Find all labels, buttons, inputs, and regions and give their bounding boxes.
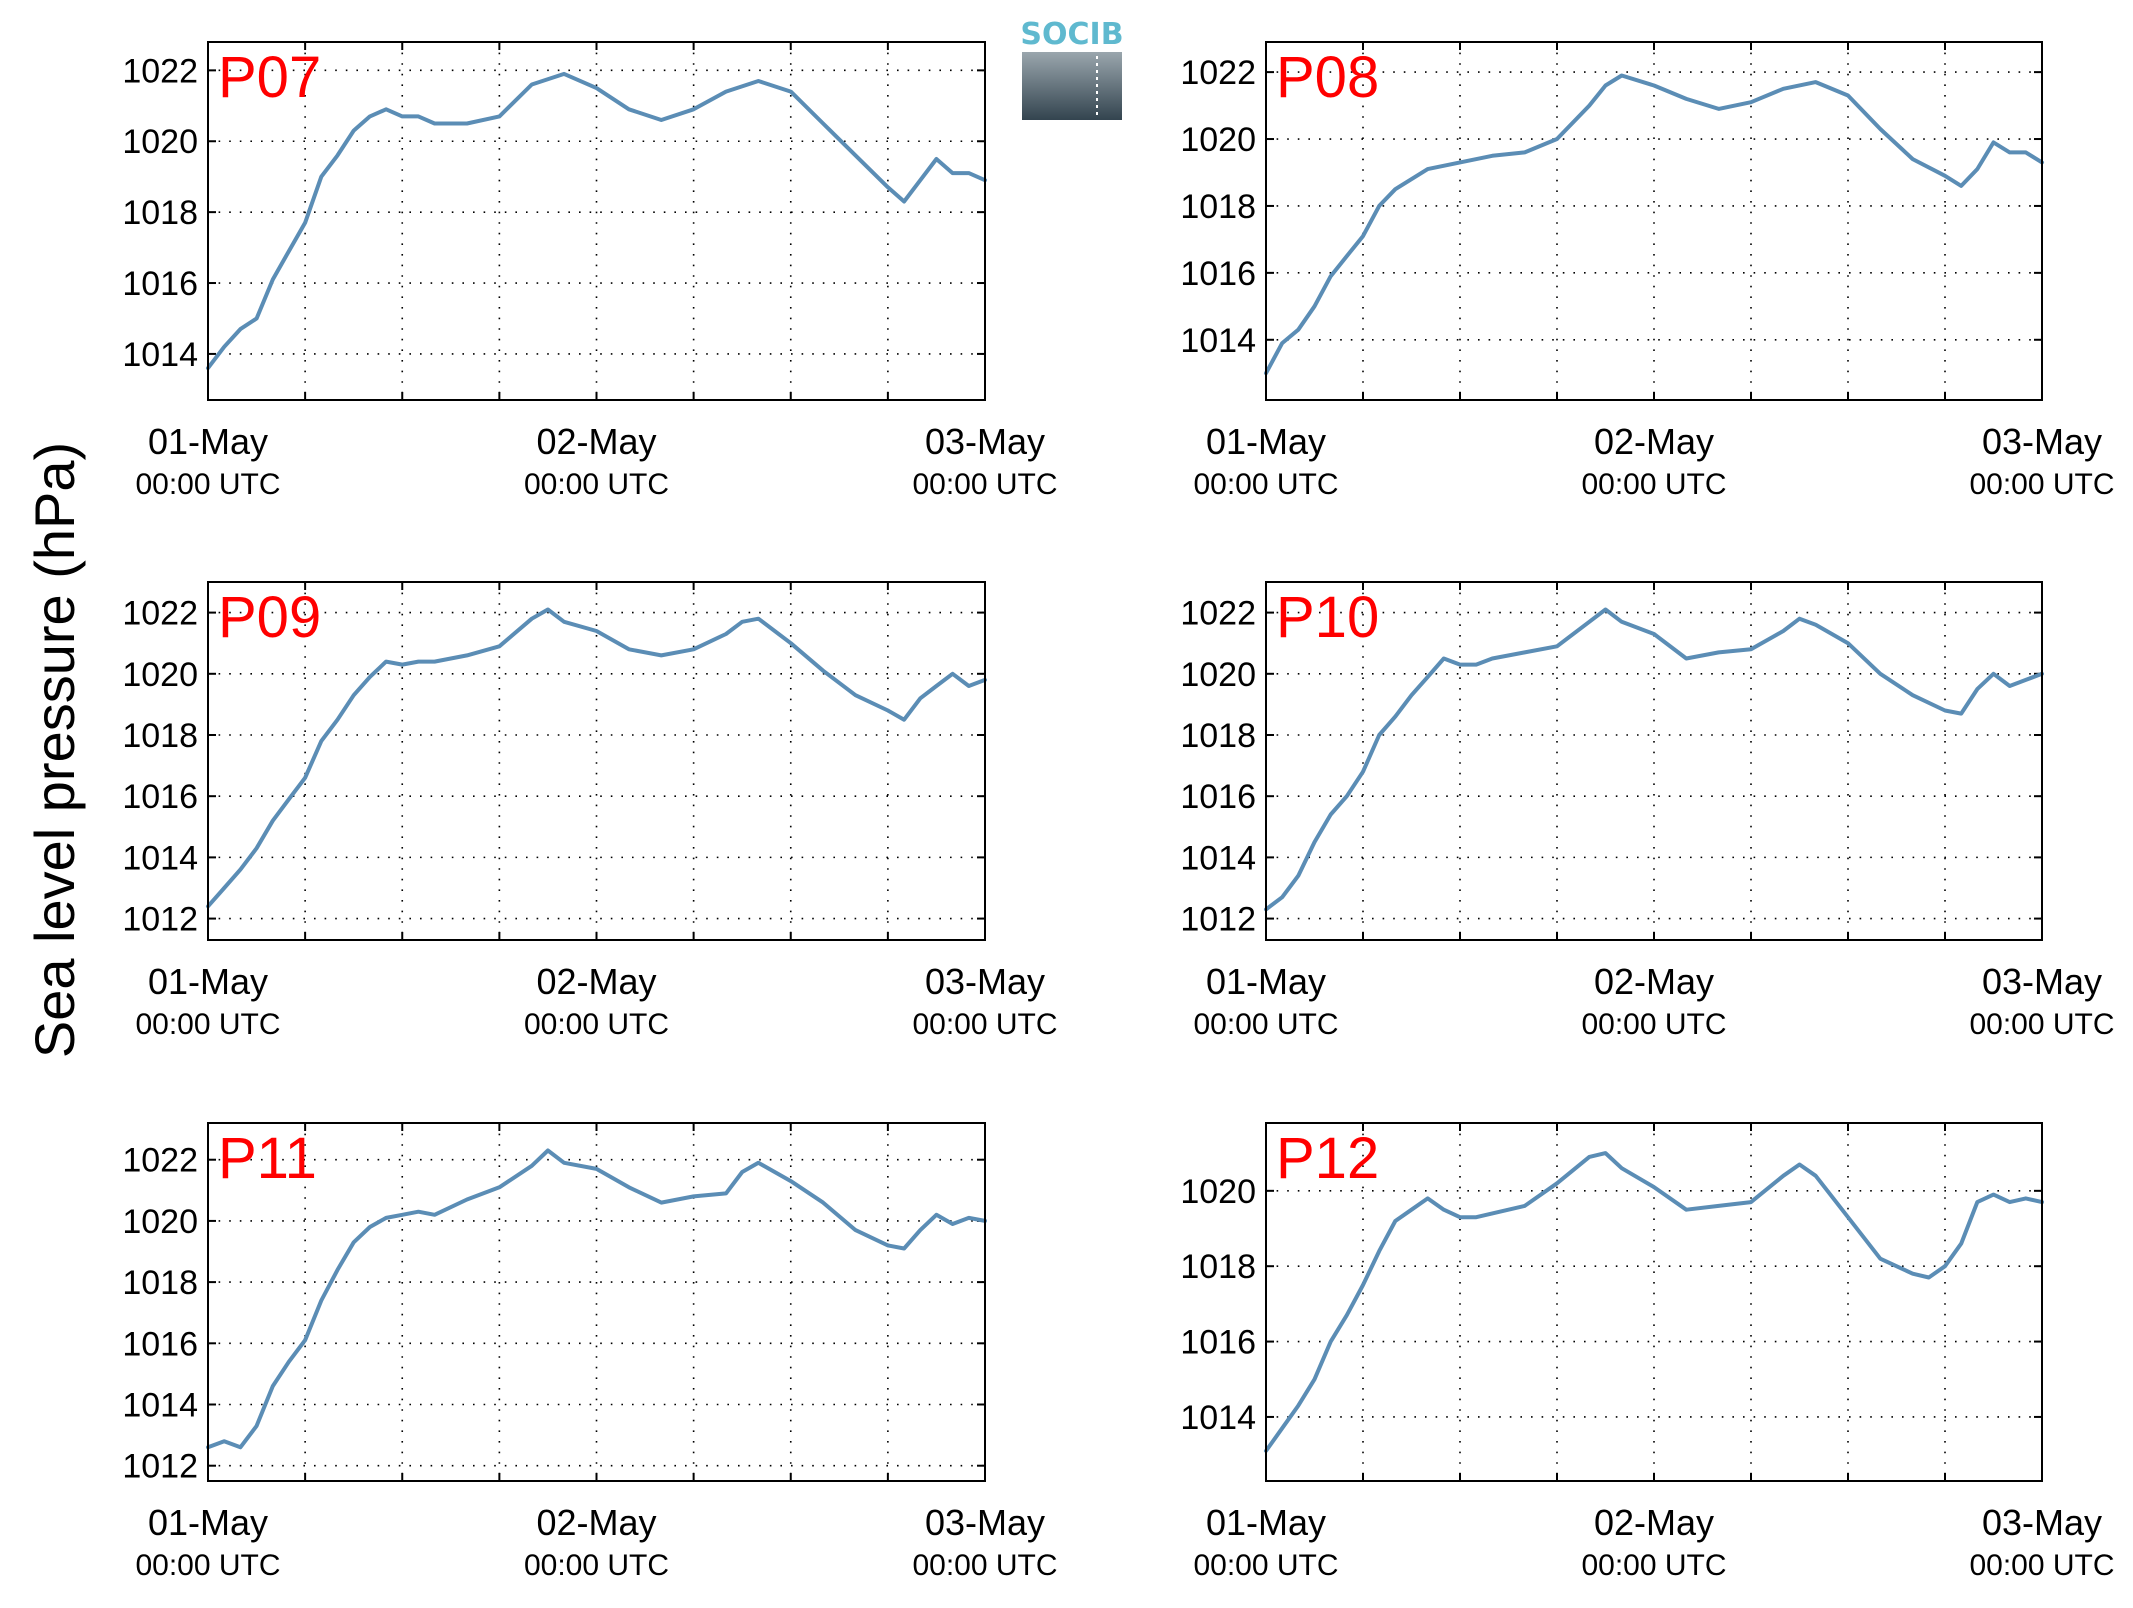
plot-frame: [1265, 581, 2043, 941]
y-tick-label: 1018: [1180, 717, 1256, 755]
x-tick-label-time: 00:00 UTC: [524, 1549, 669, 1582]
y-tick-label: 1018: [122, 1264, 198, 1302]
y-tick-label: 1014: [1180, 1399, 1256, 1437]
x-tick-label-date: 01-May: [1206, 421, 1326, 462]
y-tick-label: 1018: [122, 194, 198, 232]
x-tick-label-date: 01-May: [1206, 961, 1326, 1002]
y-tick-label: 1022: [122, 1142, 198, 1180]
panel-p08: 1014 1016 1018 1020 1022 01-May 00:00 UTC 02-Ma…: [1180, 41, 2115, 501]
x-tick-label-date: 03-May: [1982, 1502, 2102, 1543]
y-tick-label: 1014: [122, 839, 198, 877]
x-tick-label-time: 00:00 UTC: [1581, 1008, 1726, 1041]
x-tick-label-date: 03-May: [1982, 421, 2102, 462]
y-tick-label: 1016: [122, 1325, 198, 1363]
x-tick-label-time: 00:00 UTC: [135, 1008, 280, 1041]
x-tick-label-date: 02-May: [536, 1502, 656, 1543]
panel-label: P08: [1276, 45, 1379, 110]
x-tick-label-time: 00:00 UTC: [912, 1008, 1057, 1041]
y-tick-label: 1018: [1180, 1248, 1256, 1286]
y-tick-label: 1016: [1180, 1324, 1256, 1362]
y-tick-label: 1012: [1180, 901, 1256, 939]
y-tick-label: 1014: [1180, 839, 1256, 877]
series-line: [206, 1148, 987, 1450]
x-tick-label-date: 03-May: [925, 421, 1045, 462]
x-tick-label-time: 00:00 UTC: [912, 1549, 1057, 1582]
plot-frame: [207, 41, 986, 401]
x-tick-label-time: 00:00 UTC: [524, 1008, 669, 1041]
y-tick-label: 1016: [1180, 255, 1256, 293]
x-tick-label-date: 02-May: [536, 421, 656, 462]
x-tick-label-date: 01-May: [1206, 1502, 1326, 1543]
x-tick-label-date: 01-May: [148, 961, 268, 1002]
x-tick-label-date: 02-May: [1594, 1502, 1714, 1543]
y-tick-label: 1014: [122, 336, 198, 374]
plot-frame: [1265, 1122, 2043, 1482]
panel-label: P07: [218, 45, 321, 110]
series-line: [1264, 607, 2044, 912]
x-tick-label-time: 00:00 UTC: [1193, 468, 1338, 501]
x-tick-label-time: 00:00 UTC: [912, 468, 1057, 501]
y-tick-label: 1016: [1180, 778, 1256, 816]
y-tick-label: 1012: [122, 1448, 198, 1486]
series-line: [1264, 73, 2044, 376]
plot-frame: [207, 581, 986, 941]
y-tick-label: 1020: [122, 123, 198, 161]
y-tick-label: 1020: [122, 656, 198, 694]
panel-p11: 1012 1014 1016 1018 1020 1022 01-May 00:00 UTC 0…: [122, 1122, 1058, 1582]
panel-p12: 1014 1016 1018 1020 01-May 00:00 UTC 02-May 00:…: [1180, 1122, 2115, 1582]
y-tick-label: 1020: [1180, 121, 1256, 159]
y-tick-label: 1016: [122, 778, 198, 816]
y-tick-label: 1020: [122, 1203, 198, 1241]
y-tick-label: 1016: [122, 265, 198, 303]
x-tick-label-date: 03-May: [1982, 961, 2102, 1002]
y-tick-label: 1012: [122, 901, 198, 939]
x-tick-label-date: 03-May: [925, 961, 1045, 1002]
x-tick-label-date: 02-May: [536, 961, 656, 1002]
y-tick-label: 1014: [1180, 322, 1256, 360]
panel-label: P12: [1276, 1126, 1379, 1191]
series-line: [206, 607, 987, 909]
x-tick-label-date: 02-May: [1594, 961, 1714, 1002]
x-tick-label-time: 00:00 UTC: [1969, 468, 2114, 501]
y-tick-label: 1022: [1180, 54, 1256, 92]
plot-frame: [207, 1122, 986, 1482]
panel-label: P10: [1276, 585, 1379, 650]
y-tick-label: 1018: [1180, 188, 1256, 226]
y-tick-label: 1018: [122, 717, 198, 755]
y-tick-label: 1020: [1180, 656, 1256, 694]
plot-frame: [1265, 41, 2043, 401]
x-tick-label-date: 03-May: [925, 1502, 1045, 1543]
x-tick-label-time: 00:00 UTC: [135, 468, 280, 501]
x-tick-label-date: 01-May: [148, 1502, 268, 1543]
socib-logo-text: SOCIB: [1020, 17, 1123, 52]
y-axis-label: Sea level pressure (hPa): [23, 442, 86, 1058]
y-tick-label: 1014: [122, 1387, 198, 1425]
panel-label: P09: [218, 585, 321, 650]
y-tick-label: 1022: [1180, 595, 1256, 633]
x-tick-label-time: 00:00 UTC: [1581, 468, 1726, 501]
x-tick-label-time: 00:00 UTC: [524, 468, 669, 501]
x-tick-label-time: 00:00 UTC: [1193, 1008, 1338, 1041]
series-line: [1264, 1151, 2044, 1453]
panel-p10: 1012 1014 1016 1018 1020 1022 01-May 00:00 UTC 0…: [1180, 581, 2115, 1041]
socib-logo: SOCIB: [1020, 17, 1124, 120]
x-tick-label-time: 00:00 UTC: [1969, 1549, 2114, 1582]
x-tick-label-date: 01-May: [148, 421, 268, 462]
panel-p09: 1012 1014 1016 1018 1020 1022 01-May 00:00 UTC 0…: [122, 581, 1058, 1041]
y-tick-label: 1022: [122, 52, 198, 90]
y-tick-label: 1022: [122, 595, 198, 633]
x-tick-label-time: 00:00 UTC: [1581, 1549, 1726, 1582]
x-tick-label-time: 00:00 UTC: [1969, 1008, 2114, 1041]
x-tick-label-time: 00:00 UTC: [1193, 1549, 1338, 1582]
panel-label: P11: [218, 1126, 317, 1191]
x-tick-label-date: 02-May: [1594, 421, 1714, 462]
panels: 1014 1016 1018 1020 1022 01-May 00:00 UTC 02-Ma…: [122, 41, 2115, 1582]
series-line: [206, 71, 987, 371]
x-tick-label-time: 00:00 UTC: [135, 1549, 280, 1582]
y-tick-label: 1020: [1180, 1173, 1256, 1211]
panel-p07: 1014 1016 1018 1020 1022 01-May 00:00 UTC 02-Ma…: [122, 41, 1058, 501]
